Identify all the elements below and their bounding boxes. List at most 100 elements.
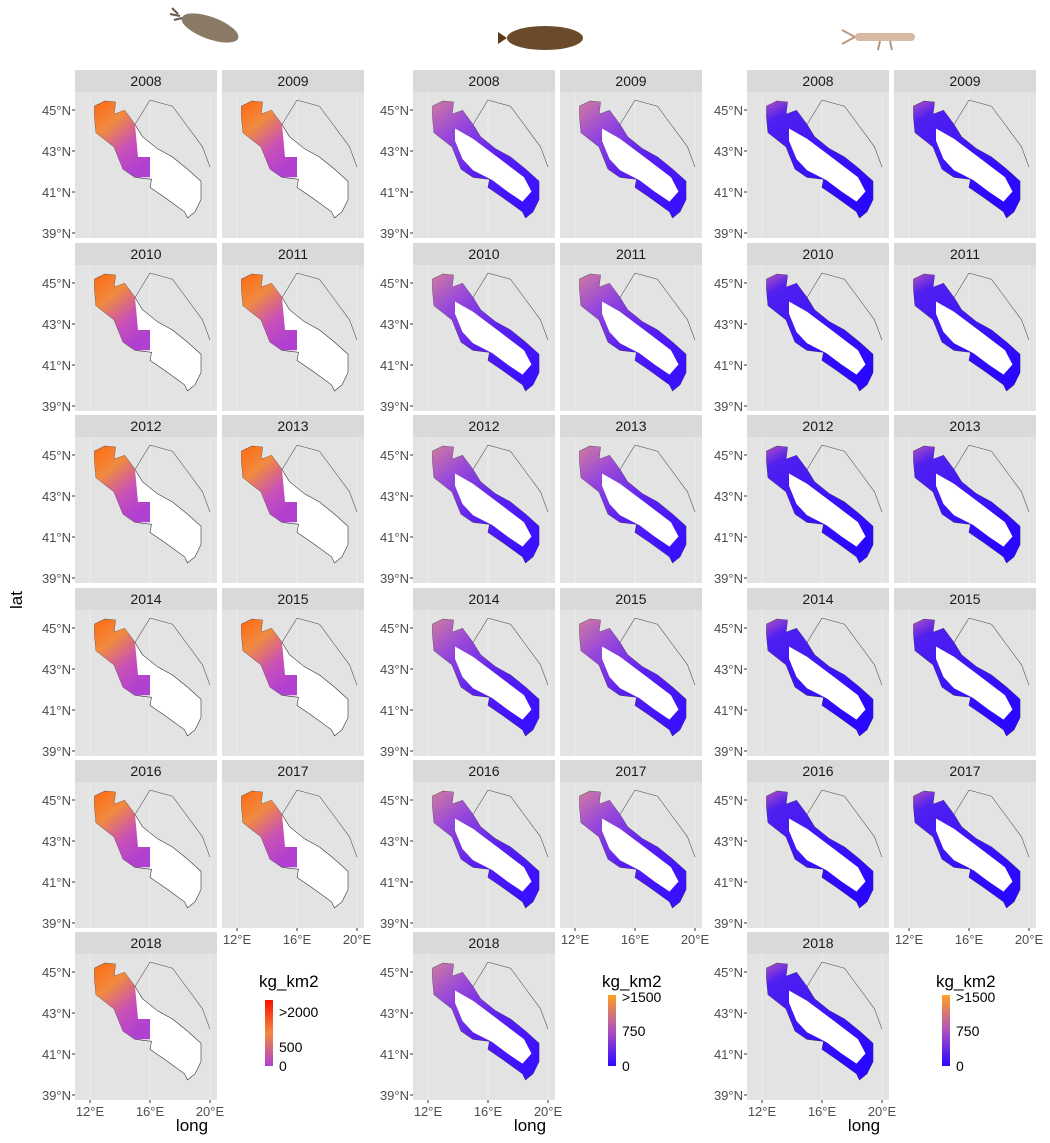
y-tick-label: 39°N <box>42 226 71 241</box>
x-tick-label: 20°E <box>343 932 372 947</box>
y-tick-label: 41°N <box>42 703 71 718</box>
panel <box>413 782 555 928</box>
facet: 2009 <box>560 70 702 238</box>
strip-label: 2015 <box>615 591 646 607</box>
facet: 2016 <box>75 760 217 928</box>
legend-label: >2000 <box>279 1004 319 1020</box>
y-tick-label: 39°N <box>42 571 71 586</box>
panel <box>560 265 702 411</box>
x-tick-label: 16°E <box>955 932 984 947</box>
y-tick-label: 45°N <box>380 448 409 463</box>
legend-label: 0 <box>956 1058 964 1074</box>
y-tick-label: 41°N <box>42 358 71 373</box>
x-tick-label: 12°E <box>414 1104 443 1119</box>
y-tick-label: 43°N <box>714 144 743 159</box>
y-tick-label: 39°N <box>714 1088 743 1103</box>
x-axis-title: long <box>176 1116 208 1135</box>
facet: 2016 <box>747 760 889 928</box>
legend-label: 750 <box>622 1023 646 1039</box>
y-tick-label: 39°N <box>714 744 743 759</box>
panel <box>222 437 364 583</box>
panel <box>413 954 555 1100</box>
x-tick-label: 20°E <box>681 932 710 947</box>
y-tick-label: 41°N <box>380 875 409 890</box>
y-tick-label: 39°N <box>380 226 409 241</box>
cuttlefish-icon <box>170 7 242 48</box>
x-tick-label: 16°E <box>474 1104 503 1119</box>
panel <box>894 610 1036 756</box>
panel <box>75 437 217 583</box>
strip-label: 2017 <box>615 763 646 779</box>
y-tick-label: 39°N <box>42 916 71 931</box>
facet: 2015 <box>894 588 1036 756</box>
y-tick-label: 39°N <box>42 399 71 414</box>
y-tick-label: 43°N <box>714 834 743 849</box>
y-tick-label: 45°N <box>42 793 71 808</box>
y-tick-label: 39°N <box>714 399 743 414</box>
x-axis-title: long <box>514 1116 546 1135</box>
facet: 2011 <box>560 243 702 411</box>
y-tick-label: 43°N <box>42 489 71 504</box>
x-tick-label: 12°E <box>561 932 590 947</box>
strip-label: 2014 <box>802 591 833 607</box>
strip-label: 2016 <box>802 763 833 779</box>
y-tick-label: 41°N <box>714 703 743 718</box>
legend-label: 0 <box>622 1058 630 1074</box>
panel <box>75 782 217 928</box>
y-tick-label: 45°N <box>42 103 71 118</box>
y-tick-label: 45°N <box>714 276 743 291</box>
y-tick-label: 45°N <box>42 965 71 980</box>
panel <box>560 610 702 756</box>
strip-label: 2016 <box>468 763 499 779</box>
y-tick-label: 45°N <box>714 793 743 808</box>
strip-label: 2015 <box>277 591 308 607</box>
y-tick-label: 41°N <box>42 875 71 890</box>
x-tick-label: 12°E <box>748 1104 777 1119</box>
strip-label: 2017 <box>949 763 980 779</box>
panel <box>75 954 217 1100</box>
colorbar <box>265 1000 273 1066</box>
y-tick-label: 43°N <box>714 489 743 504</box>
facet: 2012 <box>747 415 889 583</box>
y-tick-label: 41°N <box>380 703 409 718</box>
panel <box>560 437 702 583</box>
facet: 2012 <box>75 415 217 583</box>
y-tick-label: 45°N <box>714 621 743 636</box>
y-tick-label: 45°N <box>714 103 743 118</box>
mantis-shrimp-icon <box>842 30 915 50</box>
x-tick-label: 16°E <box>808 1104 837 1119</box>
strip-label: 2010 <box>130 246 161 262</box>
facet: 2013 <box>894 415 1036 583</box>
facet: 2008 <box>413 70 555 238</box>
strip-label: 2015 <box>949 591 980 607</box>
y-tick-label: 41°N <box>714 530 743 545</box>
strip-label: 2018 <box>468 935 499 951</box>
panel <box>413 265 555 411</box>
y-axis-title: lat <box>7 591 26 609</box>
facet: 2017 <box>894 760 1036 928</box>
x-tick-label: 20°E <box>1015 932 1044 947</box>
facet: 2009 <box>222 70 364 238</box>
y-tick-label: 43°N <box>714 662 743 677</box>
y-tick-label: 45°N <box>42 276 71 291</box>
strip-label: 2012 <box>468 418 499 434</box>
panel <box>222 92 364 238</box>
panel <box>75 92 217 238</box>
facet: 2017 <box>222 760 364 928</box>
y-tick-label: 43°N <box>380 834 409 849</box>
panel <box>560 782 702 928</box>
colorbar <box>608 995 616 1066</box>
strip-label: 2010 <box>802 246 833 262</box>
facet: 2017 <box>560 760 702 928</box>
facet: 2018 <box>75 932 217 1100</box>
facet: 2014 <box>413 588 555 756</box>
strip-label: 2012 <box>802 418 833 434</box>
y-tick-label: 39°N <box>380 571 409 586</box>
facet: 2011 <box>222 243 364 411</box>
strip-label: 2009 <box>949 73 980 89</box>
y-tick-label: 43°N <box>42 144 71 159</box>
y-tick-label: 41°N <box>42 1047 71 1062</box>
y-tick-label: 45°N <box>380 621 409 636</box>
y-tick-label: 45°N <box>714 965 743 980</box>
x-tick-label: 12°E <box>223 932 252 947</box>
